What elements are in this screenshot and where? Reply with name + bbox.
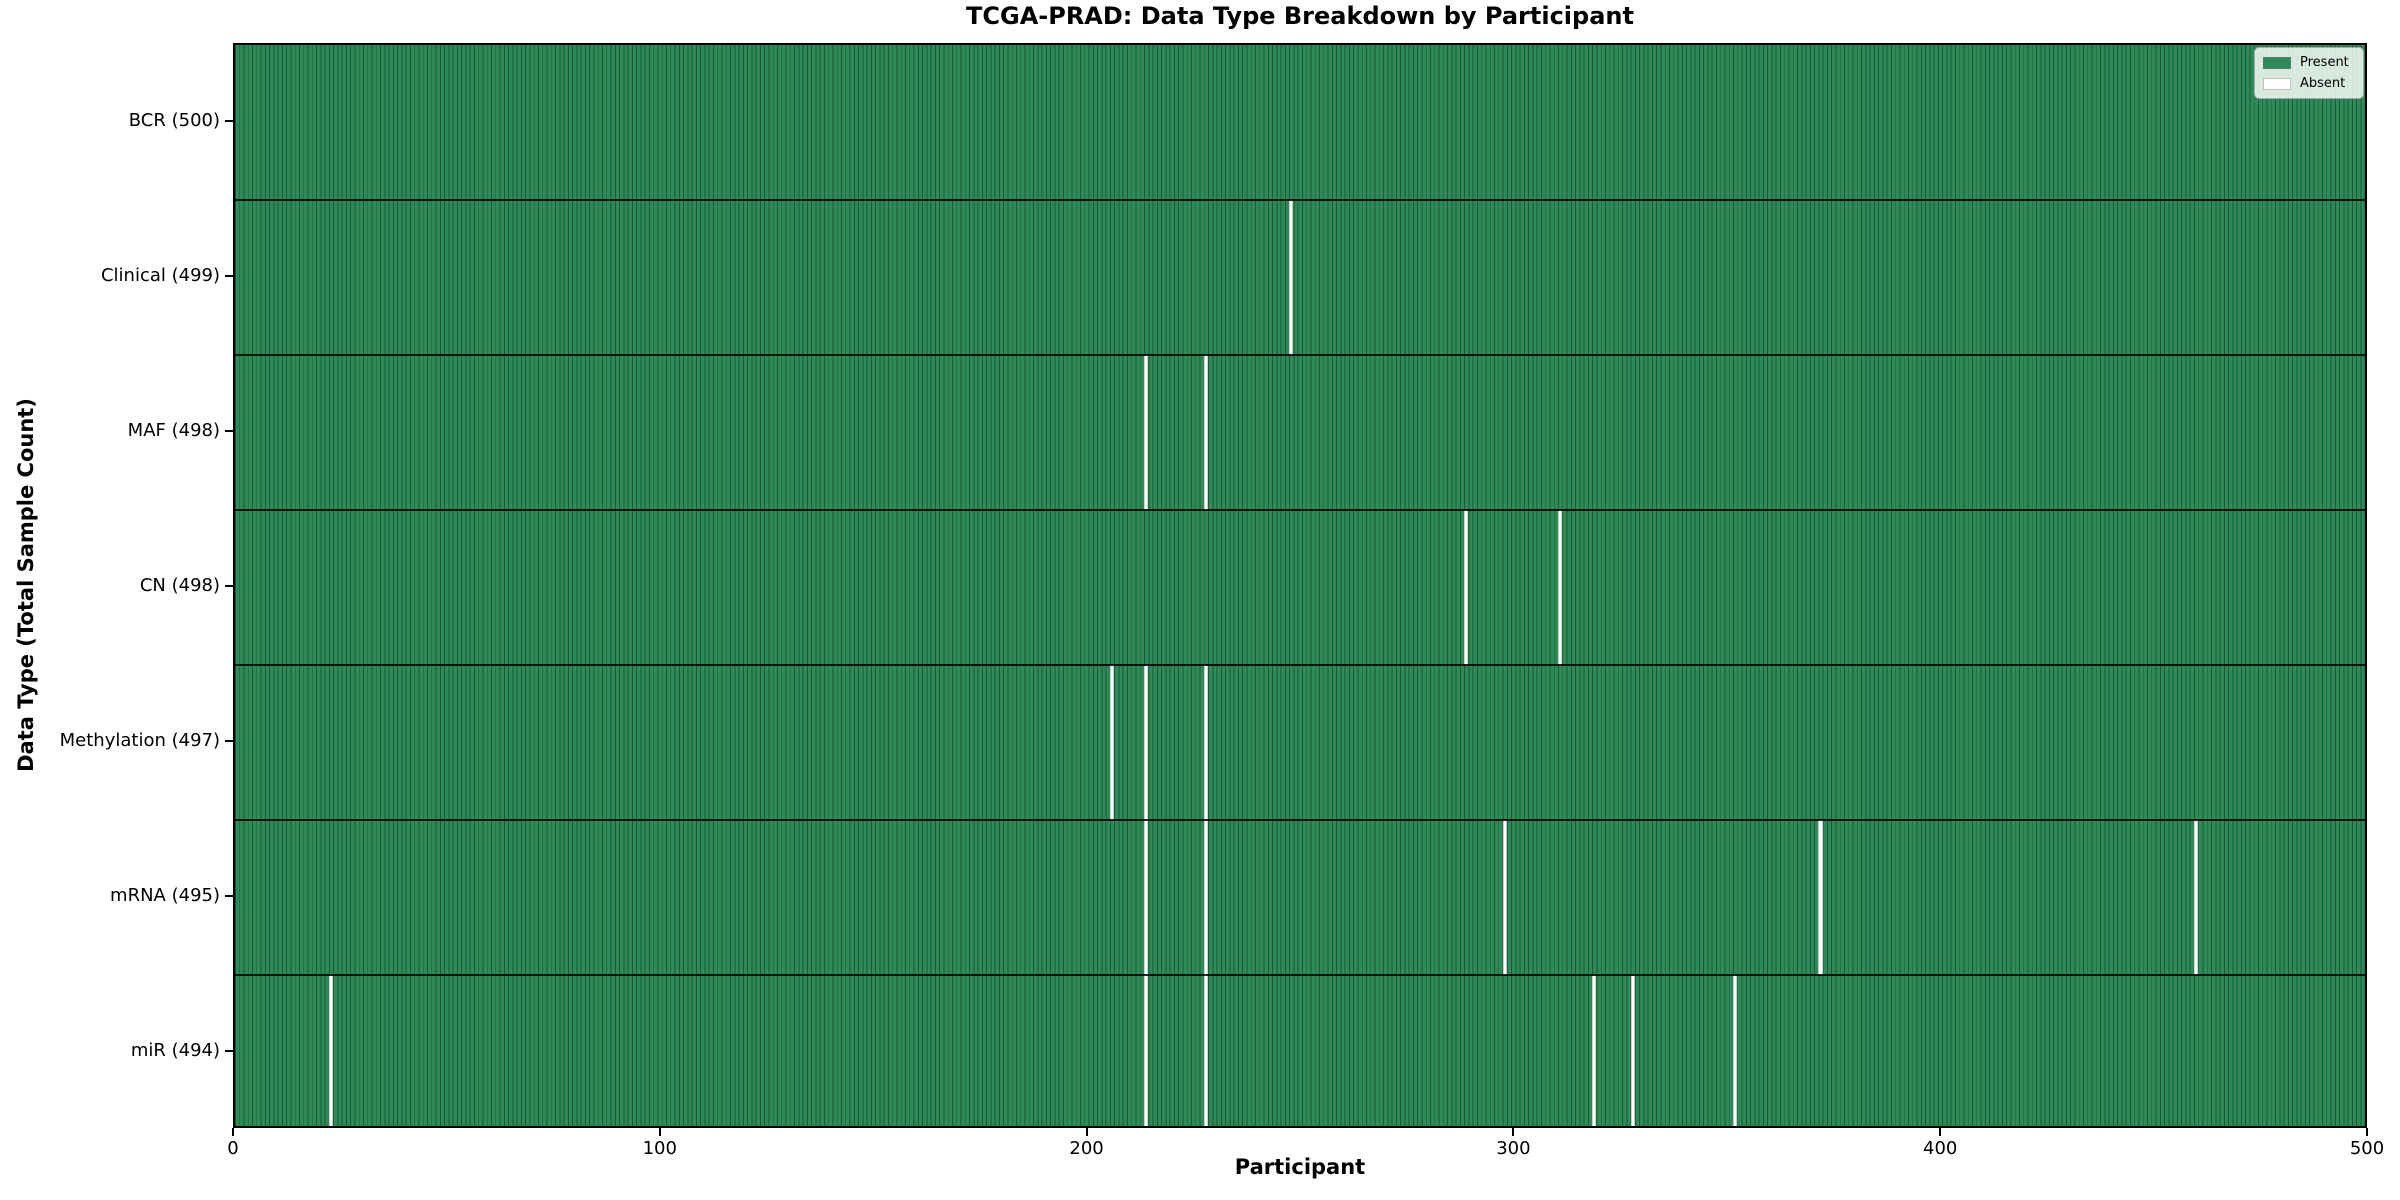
row-maf <box>235 355 2365 510</box>
absent-gap-mrna-213 <box>1144 820 1149 975</box>
row-divider <box>235 819 2365 821</box>
xtick-label-200: 200 <box>1069 1138 1104 1159</box>
absent-gap-mrna-459 <box>2194 820 2199 975</box>
row-divider <box>235 664 2365 666</box>
absent-gap-mir-351 <box>1733 975 1738 1126</box>
row-methylation <box>235 665 2365 820</box>
chart-title: TCGA-PRAD: Data Type Breakdown by Partic… <box>966 2 1634 30</box>
ytick-label-mrna: mRNA (495) <box>110 884 220 906</box>
ytick-mark <box>225 1049 233 1052</box>
absent-gap-maf-213 <box>1144 355 1149 510</box>
ytick-mark <box>225 894 233 897</box>
absent-gap-mir-22 <box>328 975 334 1126</box>
absent-gap-clinical-247 <box>1289 200 1294 355</box>
absent-gap-mrna-227 <box>1203 820 1209 975</box>
x-axis-title: Participant <box>1234 1155 1366 1179</box>
absent-gap-maf-227 <box>1203 355 1209 510</box>
row-bcr <box>235 45 2365 200</box>
ytick-label-mir: miR (494) <box>130 1039 220 1061</box>
absent-gap-mrna-297 <box>1502 820 1507 975</box>
row-cn <box>235 510 2365 665</box>
xtick-mark <box>232 1128 234 1136</box>
xtick-label-0: 0 <box>227 1138 239 1159</box>
row-divider <box>235 199 2365 201</box>
row-divider <box>235 509 2365 511</box>
ytick-mark <box>225 739 233 742</box>
row-mir <box>235 975 2365 1126</box>
xtick-mark <box>1512 1128 1515 1136</box>
ytick-label-cn: CN (498) <box>139 574 220 596</box>
ytick-mark <box>225 119 233 122</box>
ytick-label-bcr: BCR (500) <box>128 109 220 131</box>
xtick-mark <box>2366 1128 2368 1136</box>
absent-gap-cn-310 <box>1558 510 1563 665</box>
absent-gap-mir-213 <box>1144 975 1149 1126</box>
xtick-label-100: 100 <box>642 1138 677 1159</box>
legend-item-present: Present <box>2263 55 2354 70</box>
xtick-mark <box>1939 1128 1942 1136</box>
ytick-mark <box>225 584 233 587</box>
row-divider <box>235 974 2365 976</box>
y-axis-title: Data Type (Total Sample Count) <box>14 398 38 772</box>
absent-gap-methylation-213 <box>1144 665 1149 820</box>
legend-absent-swatch <box>2263 77 2291 90</box>
ytick-label-methylation: Methylation (497) <box>59 729 220 751</box>
ytick-label-clinical: Clinical (499) <box>100 264 220 286</box>
absent-gap-cn-288 <box>1464 510 1469 665</box>
xtick-mark <box>1085 1128 1088 1136</box>
xtick-label-300: 300 <box>1496 1138 1531 1159</box>
absent-gap-methylation-227 <box>1203 665 1209 820</box>
xtick-label-500: 500 <box>2349 1138 2385 1159</box>
legend: Present Absent <box>2254 47 2364 99</box>
row-mrna <box>235 820 2365 975</box>
ytick-mark <box>225 429 233 432</box>
xtick-label-400: 400 <box>1923 1138 1958 1159</box>
absent-gap-mir-327 <box>1630 975 1635 1126</box>
legend-present-swatch <box>2263 56 2291 69</box>
ytick-label-maf: MAF (498) <box>127 419 220 441</box>
legend-present-label: Present <box>2300 55 2349 70</box>
legend-absent-label: Absent <box>2300 76 2346 91</box>
row-clinical <box>235 200 2365 355</box>
absent-gap-mrna-371 <box>1818 820 1823 975</box>
row-divider <box>235 354 2365 356</box>
ytick-mark <box>225 274 233 277</box>
xtick-mark <box>658 1128 661 1136</box>
absent-gap-mir-318 <box>1592 975 1597 1126</box>
plot-area <box>233 43 2367 1128</box>
legend-item-absent: Absent <box>2263 76 2354 91</box>
absent-gap-methylation-205 <box>1109 665 1115 820</box>
absent-gap-mir-227 <box>1203 975 1209 1126</box>
